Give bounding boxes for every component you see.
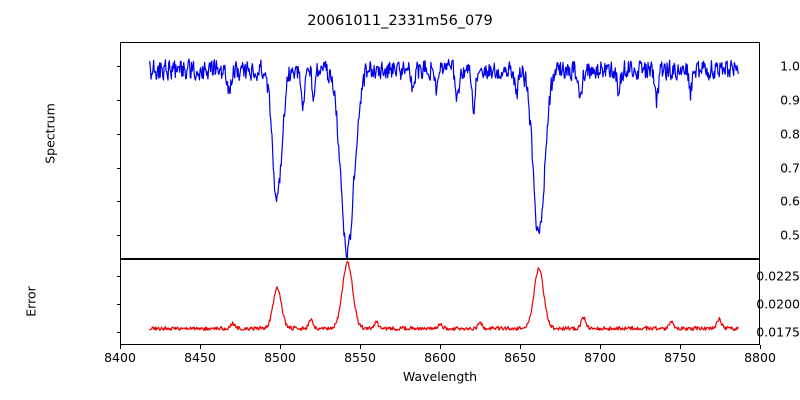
x-tick-label: 8450 bbox=[184, 350, 216, 365]
error-trace bbox=[121, 260, 759, 344]
x-tick-label: 8500 bbox=[264, 350, 296, 365]
y-tick-mark bbox=[116, 167, 120, 169]
y-tick-label: 0.8 bbox=[780, 126, 800, 141]
y-axis-label-spectrum: Spectrum bbox=[42, 103, 58, 164]
x-tick-mark bbox=[680, 345, 682, 349]
y-tick-label: 0.6 bbox=[780, 193, 800, 209]
error-line bbox=[150, 262, 739, 331]
y-tick-mark bbox=[116, 133, 120, 135]
y-tick-label: 0.5 bbox=[780, 227, 800, 243]
x-tick-label: 8800 bbox=[744, 350, 776, 365]
y-tick-label: 0.9 bbox=[780, 92, 800, 108]
x-axis-label: Wavelength bbox=[402, 369, 478, 384]
x-tick-mark bbox=[520, 345, 522, 349]
x-tick-mark bbox=[280, 345, 282, 349]
x-tick-label: 8400 bbox=[104, 350, 136, 365]
y-tick-mark bbox=[116, 275, 120, 277]
x-tick-mark bbox=[200, 345, 202, 349]
error-plot-panel bbox=[120, 259, 760, 345]
page-title: 20061011_2331m56_079 bbox=[307, 13, 493, 29]
spectrum-line bbox=[150, 59, 739, 258]
y-axis-label-error: Error bbox=[23, 286, 39, 317]
y-tick-mark bbox=[116, 201, 120, 203]
y-tick-label: 0.7 bbox=[780, 160, 800, 175]
y-tick-label: 1.0 bbox=[780, 58, 800, 74]
y-tick-label: 0.0225 bbox=[756, 268, 800, 284]
y-tick-mark bbox=[116, 303, 120, 305]
spectrum-trace bbox=[121, 43, 759, 258]
x-tick-label: 8550 bbox=[344, 350, 376, 365]
x-tick-mark bbox=[760, 345, 762, 349]
x-tick-mark bbox=[440, 345, 442, 349]
y-tick-mark bbox=[116, 331, 120, 333]
x-tick-mark bbox=[360, 345, 362, 349]
x-tick-label: 8600 bbox=[424, 350, 456, 365]
y-tick-label: 0.0175 bbox=[756, 324, 800, 340]
x-tick-mark bbox=[600, 345, 602, 349]
spectrum-plot-panel bbox=[120, 42, 760, 259]
y-tick-label: 0.0200 bbox=[756, 296, 800, 312]
x-tick-mark bbox=[120, 345, 122, 349]
x-tick-label: 8750 bbox=[664, 350, 696, 365]
y-tick-mark bbox=[116, 99, 120, 101]
y-tick-mark bbox=[116, 235, 120, 237]
x-tick-label: 8700 bbox=[584, 350, 616, 365]
y-tick-mark bbox=[116, 65, 120, 67]
x-tick-label: 8650 bbox=[504, 350, 536, 365]
